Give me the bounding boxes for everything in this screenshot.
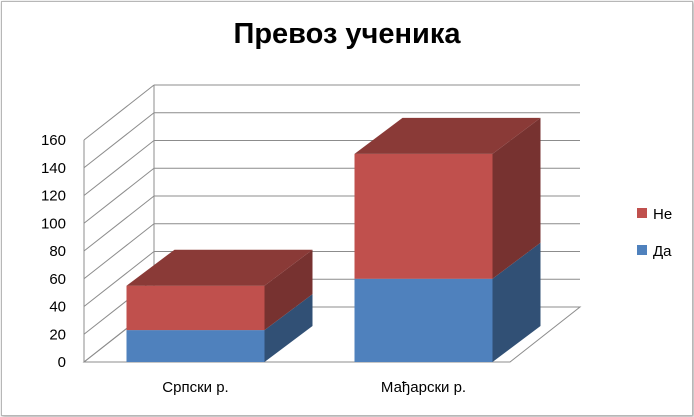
legend-swatch-0 xyxy=(637,208,647,218)
bar-top-0 xyxy=(126,249,313,286)
y-tick-label: 60 xyxy=(49,271,66,288)
bar-front-1-0 xyxy=(126,285,265,331)
y-tick-label: 100 xyxy=(41,215,66,232)
side-gridline xyxy=(83,251,155,307)
legend-swatch-1 xyxy=(637,245,647,255)
y-tick-label: 20 xyxy=(49,326,66,343)
y-tick-label: 120 xyxy=(41,188,66,205)
y-tick-label: 80 xyxy=(49,243,66,260)
side-gridline xyxy=(83,195,155,252)
x-category-label: Српски р. xyxy=(162,379,228,396)
side-gridline xyxy=(83,223,155,280)
side-gridline xyxy=(83,140,155,196)
side-gridline xyxy=(83,112,155,169)
bar-front-1-1 xyxy=(354,153,493,279)
bar-front-0-1 xyxy=(354,278,493,362)
bar-side-1-1 xyxy=(492,117,541,279)
legend-label: Не xyxy=(653,206,672,223)
bar-side-1-0 xyxy=(264,249,313,331)
bar-side-0-0 xyxy=(264,294,313,362)
bar-front-0-0 xyxy=(126,330,265,362)
x-category-label: Мађарски р. xyxy=(381,379,466,396)
y-tick-label: 40 xyxy=(49,299,66,316)
side-gridline xyxy=(83,167,155,224)
bar-top-1 xyxy=(354,117,541,154)
chart-title: Превоз ученика xyxy=(233,18,461,50)
side-gridline xyxy=(83,84,155,141)
legend-label: Да xyxy=(653,243,672,260)
y-tick-label: 160 xyxy=(41,132,66,149)
bar-side-0-1 xyxy=(492,242,541,362)
y-tick-label: 0 xyxy=(58,354,66,371)
y-tick-label: 140 xyxy=(41,160,66,177)
